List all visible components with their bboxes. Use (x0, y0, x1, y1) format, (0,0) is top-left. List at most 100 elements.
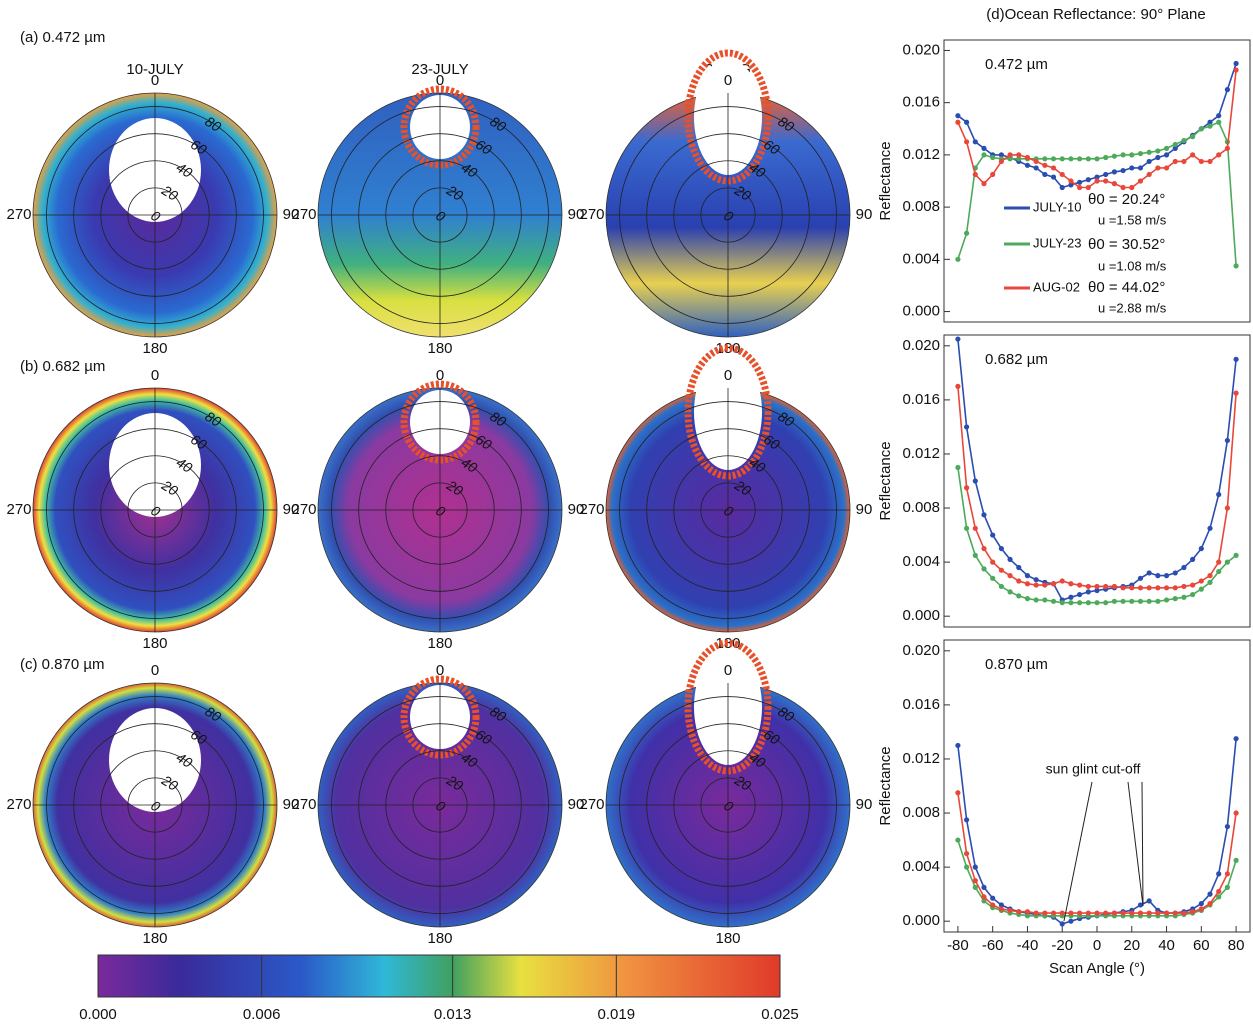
y-axis-label: Reflectance (877, 746, 894, 825)
data-point (964, 864, 970, 870)
data-point (1146, 158, 1152, 165)
data-point (1224, 87, 1230, 93)
data-point (972, 478, 978, 484)
colorbar-tick-label: 0.025 (761, 1006, 799, 1023)
data-point (1007, 556, 1013, 563)
y-tick-label: 0.016 (902, 391, 940, 408)
azimuth-tick-label: 90 (283, 796, 300, 813)
data-point (1181, 910, 1187, 916)
data-point (1163, 910, 1170, 916)
data-point (1103, 154, 1109, 161)
zenith-tick-label: 20 (158, 771, 181, 793)
y-tick-label: 0.020 (902, 642, 940, 659)
azimuth-tick-label: 180 (427, 930, 452, 947)
data-point (1077, 591, 1083, 598)
data-point (981, 152, 987, 158)
data-point (1172, 158, 1178, 165)
data-point (1068, 182, 1074, 188)
data-point (955, 119, 961, 125)
data-point (1137, 910, 1144, 916)
data-point (955, 790, 961, 796)
data-point (1050, 156, 1057, 162)
data-point (1155, 598, 1161, 604)
data-point (1233, 60, 1239, 67)
azimuth-tick-label: 180 (427, 635, 452, 652)
data-point (1094, 583, 1100, 590)
data-point (1024, 596, 1031, 602)
data-point (1059, 921, 1065, 927)
data-point (964, 850, 970, 857)
data-point (1172, 570, 1178, 576)
data-point (1224, 505, 1230, 511)
azimuth-tick-label: 90 (568, 796, 585, 813)
legend-entry: JULY-23 (1033, 235, 1081, 250)
data-point (972, 171, 978, 178)
data-point (1163, 152, 1170, 158)
data-point (955, 383, 961, 389)
azimuth-tick-label: 90 (283, 501, 300, 518)
zenith-tick-label: 80 (202, 703, 224, 725)
data-point (1172, 596, 1178, 602)
y-axis-label: Reflectance (877, 441, 894, 520)
azimuth-tick-label: 90 (568, 206, 585, 223)
y-tick-label: 0.000 (902, 912, 940, 929)
zenith-tick-label: 60 (473, 726, 495, 748)
data-point (1085, 910, 1091, 916)
data-point (1190, 152, 1196, 158)
y-tick-label: 0.008 (902, 499, 940, 516)
data-point (1016, 156, 1022, 162)
zenith-tick-label: 40 (174, 749, 196, 771)
azimuth-tick-label: 270 (579, 796, 604, 813)
data-point (1207, 891, 1213, 897)
data-point (1137, 575, 1144, 581)
data-point (1207, 123, 1213, 129)
x-tick-label: -80 (947, 937, 969, 954)
annotation: sun glint cut-off (1046, 761, 1141, 777)
data-point (1198, 578, 1204, 584)
data-point (981, 884, 987, 890)
legend-note: θ0 = 44.02° (1088, 279, 1165, 296)
data-point (1190, 582, 1196, 588)
data-point (981, 512, 987, 518)
data-point (1137, 150, 1144, 157)
data-point (1094, 910, 1100, 916)
azimuth-tick-label: 270 (579, 206, 604, 223)
data-point (1216, 568, 1222, 575)
data-point (1111, 910, 1117, 916)
zenith-tick-label: 60 (761, 726, 783, 748)
data-point (1120, 167, 1126, 174)
plot-frame (943, 639, 1251, 933)
data-point (1155, 573, 1161, 579)
data-point (998, 152, 1004, 158)
legend-entry: JULY-10 (1033, 199, 1081, 214)
data-point (1103, 583, 1109, 590)
data-point (1198, 906, 1204, 912)
data-point (1085, 583, 1091, 590)
azimuth-tick-label: 90 (856, 501, 873, 518)
data-point (1042, 597, 1048, 603)
data-point (1146, 149, 1152, 155)
data-point (972, 878, 978, 884)
colorbar-tick-label: 0.013 (434, 1006, 472, 1023)
data-point (1155, 165, 1161, 171)
zenith-tick-label: 60 (761, 431, 783, 453)
y-tick-label: 0.004 (902, 553, 940, 570)
data-point (1181, 564, 1187, 571)
azimuth-tick-label: 0 (436, 662, 444, 679)
data-point (1207, 525, 1213, 531)
data-point (998, 583, 1004, 590)
data-point (1120, 184, 1126, 191)
x-tick-label: 40 (1158, 937, 1175, 954)
azimuth-tick-label: 0 (151, 662, 159, 679)
data-point (1224, 871, 1230, 877)
data-point (1077, 600, 1083, 606)
data-point (1085, 184, 1091, 191)
data-point (964, 230, 970, 236)
zenith-tick-label: 40 (459, 454, 481, 476)
x-tick-label: 20 (1123, 937, 1140, 954)
data-point (1207, 119, 1213, 125)
data-point (990, 532, 996, 538)
data-point (964, 817, 970, 823)
data-point (1155, 910, 1161, 916)
